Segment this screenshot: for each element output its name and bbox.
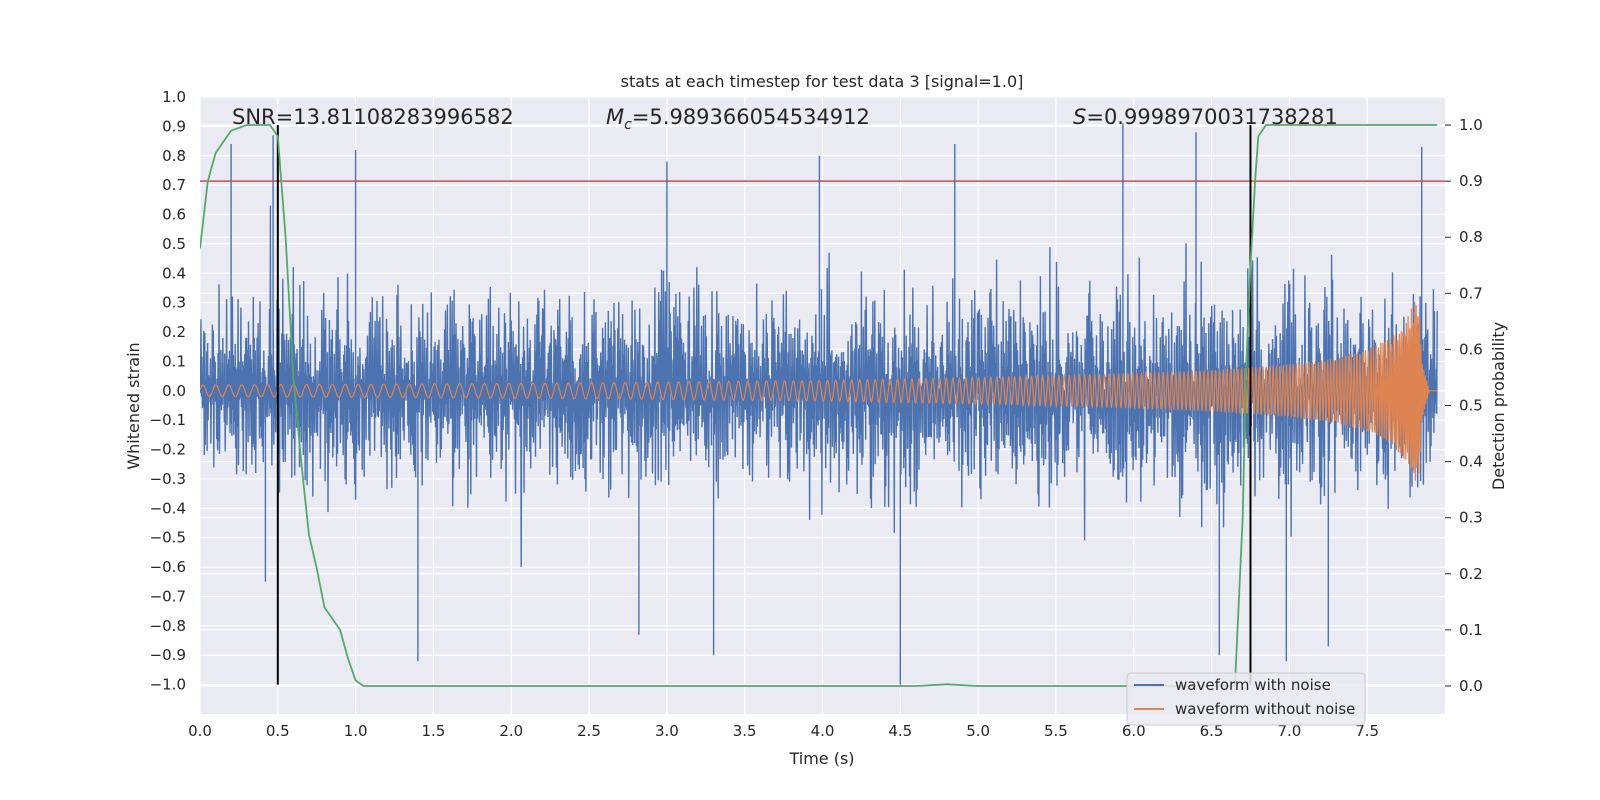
x-tick-label: 6.0: [1122, 722, 1146, 740]
x-tick-label: 4.5: [888, 722, 912, 740]
y-tick-label: 0.4: [162, 264, 186, 282]
x-tick-label: 1.5: [422, 722, 446, 740]
y2-tick-label: 0.2: [1459, 565, 1483, 583]
series-waveform-with-noise: [200, 123, 1438, 685]
x-tick-label: 6.5: [1200, 722, 1224, 740]
mc-subscript: c: [624, 117, 632, 133]
y-tick-label: −0.3: [150, 470, 186, 488]
y-tick-label: 0.9: [162, 117, 186, 135]
y-tick-label: −0.2: [150, 441, 186, 459]
y-tick-label: −0.9: [150, 646, 186, 664]
x-tick-label: 0.5: [266, 722, 290, 740]
y2-axis-label: Detection probability: [1489, 322, 1508, 490]
y-tick-label: 1.0: [162, 88, 186, 106]
y-tick-label: 0.6: [162, 206, 186, 224]
y2-tick-label: 0.6: [1459, 340, 1483, 358]
y2-tick-label: 0.8: [1459, 228, 1483, 246]
mc-value: =5.989366054534912: [632, 105, 870, 129]
y-tick-label: −1.0: [150, 676, 186, 694]
x-tick-label: 5.5: [1044, 722, 1068, 740]
y-tick-label: −0.6: [150, 558, 186, 576]
y-tick-label: 0.5: [162, 235, 186, 253]
y-tick-label: 0.2: [162, 323, 186, 341]
s-symbol: S: [1073, 105, 1086, 129]
x-tick-labels: 0.0 0.5 1.0 1.5 2.0 2.5 3.0 3.5 4.0 4.5 5.0 5.5 6.0 6…: [188, 722, 1379, 740]
legend-label-noise: waveform with noise: [1175, 676, 1331, 694]
y2-tick-label: 1.0: [1459, 116, 1483, 134]
y2-tick-label: 0.4: [1459, 453, 1483, 471]
x-tick-label: 2.0: [499, 722, 523, 740]
x-tick-label: 2.5: [577, 722, 601, 740]
legend-box: [1126, 672, 1366, 726]
mc-annotation: Mc=5.989366054534912: [606, 105, 870, 133]
y2-tick-label: 0.1: [1459, 621, 1483, 639]
mc-symbol: M: [606, 105, 624, 129]
x-tick-label: 5.0: [966, 722, 990, 740]
y-tick-label: 0.1: [162, 352, 186, 370]
y2-tick-labels: 1.0 0.9 0.8 0.7 0.6 0.5 0.4 0.3 0.2 0.1 0.0: [1459, 116, 1483, 695]
y-tick-label: −0.8: [150, 617, 186, 635]
x-axis-label: Time (s): [788, 749, 854, 768]
series-detection-probability: [200, 124, 1438, 687]
chart-title: stats at each timestep for test data 3 […: [621, 72, 1024, 91]
y-tick-label: −0.5: [150, 529, 186, 547]
x-tick-label: 3.0: [655, 722, 679, 740]
y-tick-label: 0.0: [162, 382, 186, 400]
legend: waveform with noise waveform without noi…: [1126, 672, 1366, 726]
y-tick-label: 0.8: [162, 147, 186, 165]
y-tick-labels: 1.0 0.9 0.8 0.7 0.6 0.5 0.4 0.3 0.2 0.1 0.0 −0.1 −0.…: [150, 88, 186, 694]
y-tick-label: −0.4: [150, 499, 186, 517]
y-tick-label: 0.3: [162, 294, 186, 312]
y2-tick-label: 0.5: [1459, 397, 1483, 415]
y2-tick-label: 0.0: [1459, 677, 1483, 695]
y2-tick-label: 0.9: [1459, 172, 1483, 190]
s-value: =0.9998970031738281: [1086, 105, 1337, 129]
y2-tick-label: 0.7: [1459, 284, 1483, 302]
s-annotation: S=0.9998970031738281: [1073, 105, 1338, 129]
series-waveform-without-noise: [200, 301, 1438, 481]
y-tick-label: −0.1: [150, 411, 186, 429]
x-tick-label: 7.5: [1355, 722, 1379, 740]
y2-tick-label: 0.3: [1459, 509, 1483, 527]
x-tick-label: 7.0: [1277, 722, 1301, 740]
y-tick-label: 0.7: [162, 176, 186, 194]
x-tick-label: 0.0: [188, 722, 212, 740]
y-tick-label: −0.7: [150, 587, 186, 605]
x-tick-label: 1.0: [344, 722, 368, 740]
x-tick-label: 3.5: [733, 722, 757, 740]
legend-label-clean: waveform without noise: [1175, 700, 1355, 718]
y-axis-label: Whitened strain: [124, 342, 143, 469]
x-tick-label: 4.0: [811, 722, 835, 740]
snr-annotation: SNR=13.81108283996582: [232, 105, 514, 129]
